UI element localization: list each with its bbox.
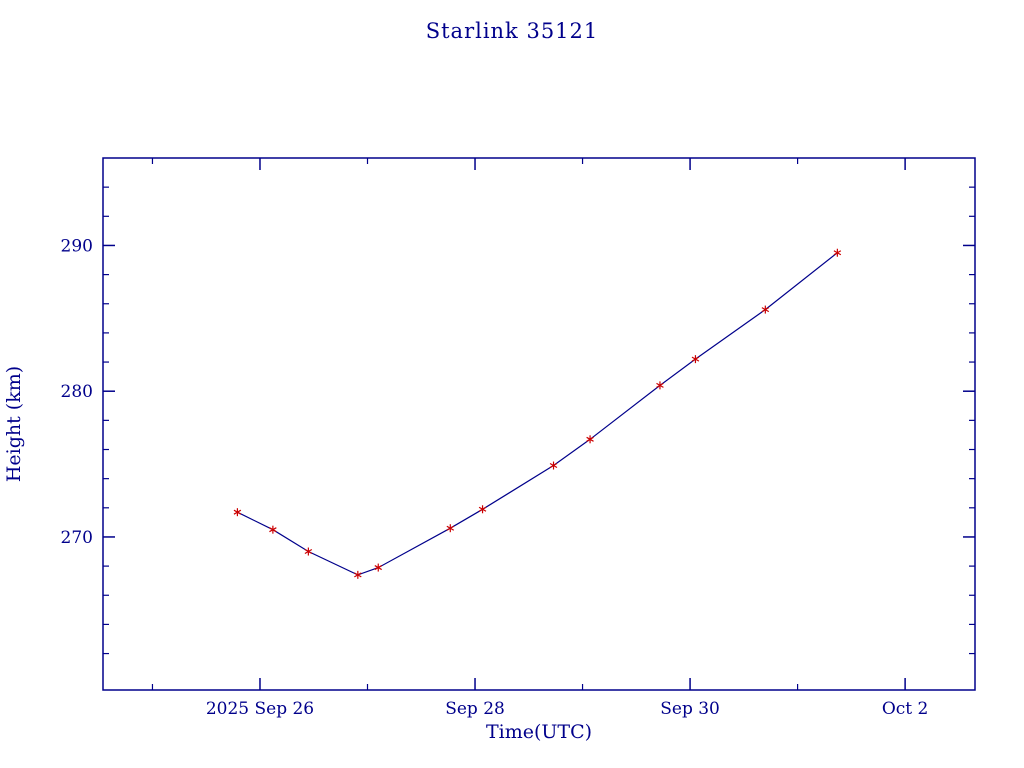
data-point-marker: [354, 570, 362, 579]
x-tick-label: Sep 30: [660, 699, 720, 719]
height-line: [237, 252, 838, 576]
y-tick-label: 280: [61, 382, 93, 402]
marker-stroke: [446, 525, 455, 531]
plot-layer: 2025 Sep 26 Sep 28 Sep 30 Oct 2 270 280 290: [61, 157, 976, 719]
plot-frame: [102, 157, 976, 691]
data-point-marker: [691, 355, 700, 364]
x-axis-label: Time(UTC): [486, 721, 592, 743]
data-point-marker: [761, 305, 770, 314]
data-point-marker: [446, 524, 455, 533]
marker-stroke: [304, 549, 313, 555]
marker-stroke: [656, 382, 664, 388]
x-tick-label: Sep 28: [445, 699, 505, 719]
marker-stroke: [233, 509, 242, 515]
y-tick-label: 290: [61, 236, 93, 256]
chart-title: Starlink 35121: [426, 19, 599, 43]
marker-stroke: [586, 436, 594, 442]
data-point-marker: [478, 505, 487, 514]
x-tick-label: 2025 Sep 26: [206, 699, 314, 719]
data-point-marker: [233, 508, 242, 517]
y-tick-label: 270: [61, 528, 93, 548]
data-point-marker: [549, 461, 558, 470]
marker-stroke: [761, 307, 770, 313]
data-point-marker: [833, 248, 842, 257]
marker-stroke: [691, 356, 700, 362]
y-axis-label: Height (km): [3, 366, 25, 482]
marker-stroke: [269, 527, 277, 533]
x-tick-label: Oct 2: [882, 699, 929, 719]
marker-stroke: [354, 572, 362, 578]
data-point-marker: [656, 381, 664, 390]
marker-stroke: [478, 506, 487, 512]
data-point-marker: [374, 563, 383, 572]
data-point-marker: [586, 435, 594, 444]
marker-stroke: [549, 463, 558, 469]
marker-stroke: [833, 250, 842, 256]
data-point-marker: [269, 525, 277, 534]
data-point-marker: [304, 547, 313, 556]
marker-stroke: [374, 565, 383, 571]
